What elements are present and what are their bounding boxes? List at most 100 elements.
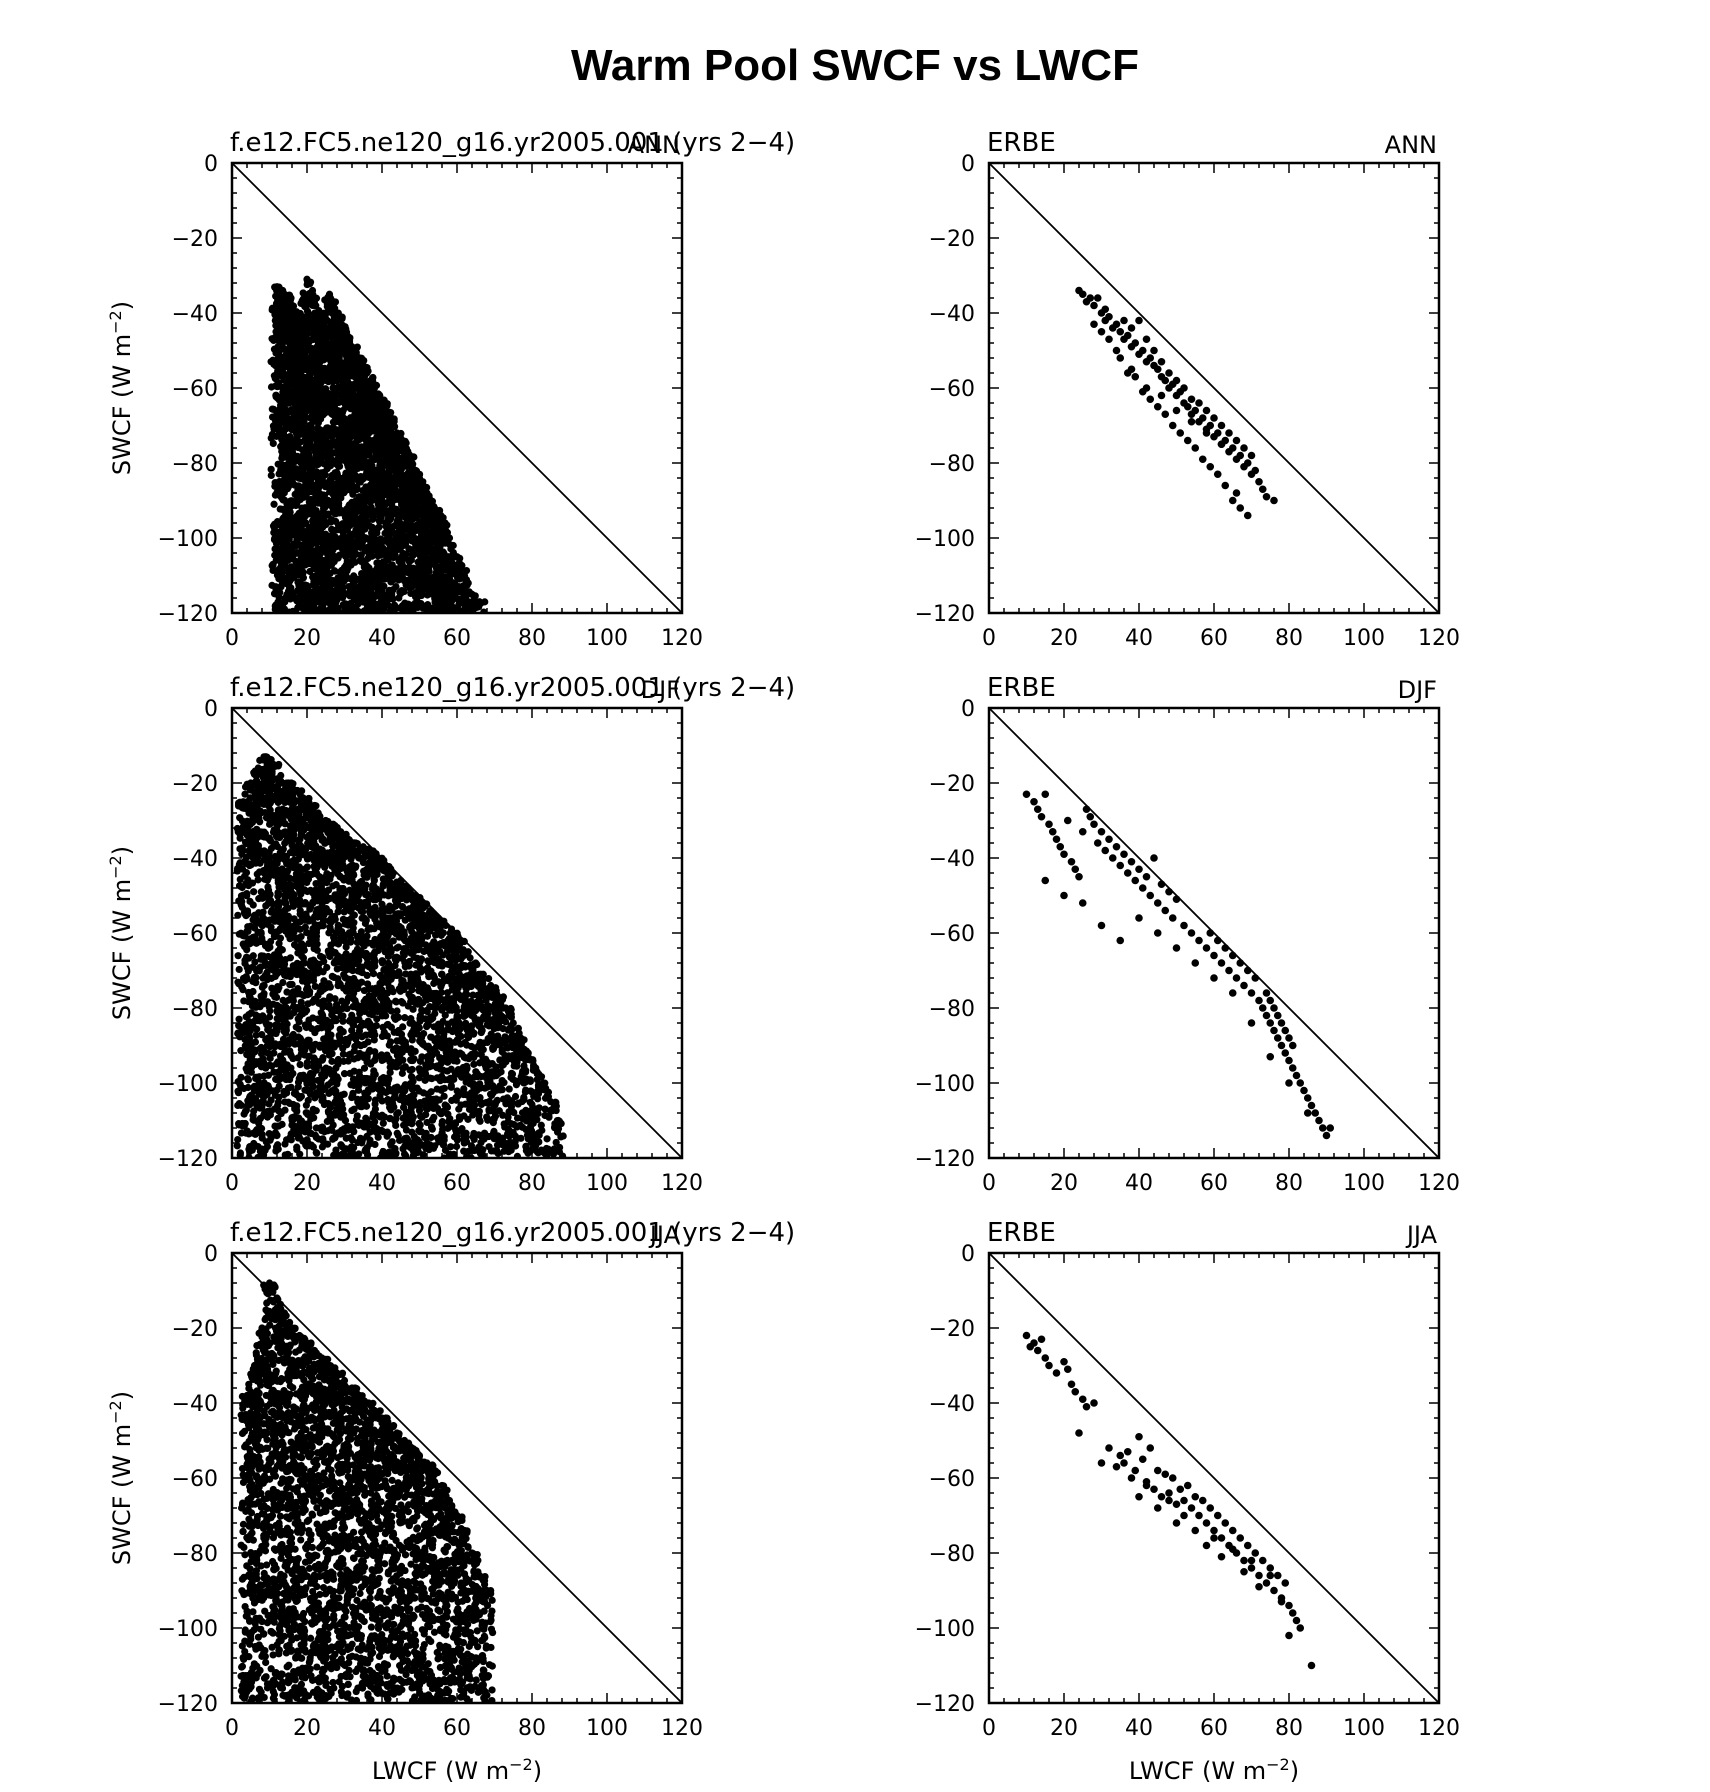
data-point bbox=[1270, 496, 1278, 505]
data-point bbox=[1202, 406, 1211, 415]
data-point bbox=[1168, 421, 1177, 430]
data-point bbox=[391, 564, 399, 573]
data-point bbox=[235, 965, 243, 974]
data-point bbox=[1142, 384, 1151, 392]
data-point bbox=[335, 462, 344, 470]
data-point bbox=[294, 437, 302, 445]
data-point bbox=[234, 1101, 242, 1110]
data-point bbox=[1101, 305, 1110, 314]
x-tick-label: 0 bbox=[225, 626, 239, 651]
data-point bbox=[1157, 391, 1166, 400]
data-point bbox=[244, 1076, 253, 1084]
data-point bbox=[1146, 395, 1155, 404]
data-point bbox=[283, 574, 291, 583]
data-point bbox=[348, 548, 356, 556]
data-point bbox=[353, 483, 361, 492]
data-point bbox=[275, 336, 283, 344]
data-point bbox=[382, 419, 390, 427]
data-point bbox=[398, 569, 407, 578]
data-point bbox=[271, 345, 279, 353]
data-point bbox=[291, 549, 299, 558]
data-point bbox=[429, 573, 437, 582]
data-point bbox=[358, 580, 366, 588]
data-point bbox=[316, 490, 324, 498]
data-point bbox=[279, 534, 287, 542]
data-point bbox=[1195, 399, 1203, 407]
data-point bbox=[1078, 290, 1087, 299]
data-point bbox=[346, 537, 354, 545]
y-tick-label: −100 bbox=[158, 1072, 218, 1097]
data-point bbox=[1180, 384, 1188, 392]
data-point bbox=[1090, 320, 1098, 329]
panel-3: 0 20 40 60 80 100 1200−20−40−60−80−100−120f.e1… bbox=[106, 673, 795, 1196]
data-point bbox=[1210, 414, 1218, 422]
data-point bbox=[297, 312, 306, 320]
data-point bbox=[294, 350, 302, 358]
data-point bbox=[412, 467, 421, 475]
data-point bbox=[312, 294, 321, 302]
data-point bbox=[309, 580, 318, 588]
data-point bbox=[293, 374, 301, 382]
data-point bbox=[337, 369, 345, 377]
data-point bbox=[457, 573, 465, 581]
data-point bbox=[294, 604, 302, 612]
data-point bbox=[388, 423, 396, 431]
x-tick-label: 120 bbox=[1418, 626, 1460, 651]
data-point bbox=[1172, 376, 1181, 385]
y-tick-label: 0 bbox=[204, 152, 218, 177]
y-tick-label: −80 bbox=[172, 452, 218, 477]
data-point bbox=[267, 471, 275, 480]
x-tick-label: 80 bbox=[518, 626, 546, 651]
data-point bbox=[1228, 444, 1237, 452]
data-point bbox=[242, 869, 251, 877]
data-point bbox=[1262, 492, 1271, 501]
data-point bbox=[270, 529, 278, 537]
data-point bbox=[456, 554, 464, 562]
data-point bbox=[328, 309, 336, 317]
data-point bbox=[301, 349, 309, 357]
data-point bbox=[305, 444, 314, 452]
data-point bbox=[1198, 455, 1207, 464]
x-tick-label: 60 bbox=[1200, 626, 1228, 651]
y-tick-label: −40 bbox=[172, 302, 218, 327]
data-point bbox=[351, 445, 359, 454]
y-axis-label-close: ) bbox=[108, 301, 136, 310]
data-point bbox=[326, 462, 335, 470]
data-point bbox=[410, 494, 418, 502]
data-point bbox=[380, 582, 388, 590]
panel-left-label: f.e12.FC5.ne120_g16.yr2005.001 (yrs 2−4) bbox=[230, 128, 795, 158]
y-axis-label-sup: −2 bbox=[106, 855, 125, 879]
data-point bbox=[1232, 489, 1241, 497]
data-point bbox=[238, 844, 246, 852]
data-point bbox=[399, 562, 407, 570]
data-point bbox=[391, 457, 399, 465]
data-point bbox=[1183, 436, 1192, 445]
data-point bbox=[270, 424, 279, 432]
data-point bbox=[284, 556, 292, 565]
panel-right-label: ANN bbox=[628, 131, 680, 159]
data-point bbox=[1112, 320, 1121, 329]
data-point bbox=[402, 446, 410, 454]
data-point bbox=[289, 589, 298, 597]
data-point bbox=[272, 583, 280, 591]
data-point bbox=[279, 298, 288, 306]
data-point bbox=[387, 441, 395, 449]
data-point bbox=[349, 490, 357, 498]
data-point bbox=[309, 318, 317, 327]
data-point bbox=[302, 303, 310, 311]
data-point bbox=[441, 519, 449, 527]
data-point bbox=[428, 497, 437, 505]
data-point bbox=[233, 1142, 241, 1150]
data-point bbox=[1142, 335, 1151, 344]
data-point bbox=[1228, 496, 1237, 505]
y-tick-label: −60 bbox=[929, 377, 975, 402]
data-point bbox=[235, 1121, 243, 1129]
data-point bbox=[275, 359, 283, 367]
x-tick-label: 100 bbox=[1343, 626, 1385, 651]
y-tick-label: −100 bbox=[158, 527, 218, 552]
data-point bbox=[311, 547, 319, 555]
data-point bbox=[377, 455, 385, 463]
data-point bbox=[361, 417, 369, 425]
data-point bbox=[267, 465, 275, 473]
data-point bbox=[320, 356, 328, 364]
